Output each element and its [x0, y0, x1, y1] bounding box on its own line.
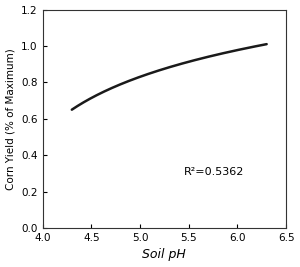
Text: R²=0.5362: R²=0.5362: [184, 167, 244, 177]
X-axis label: Soil pH: Soil pH: [142, 249, 186, 261]
Y-axis label: Corn Yield (% of Maximum): Corn Yield (% of Maximum): [6, 48, 16, 190]
